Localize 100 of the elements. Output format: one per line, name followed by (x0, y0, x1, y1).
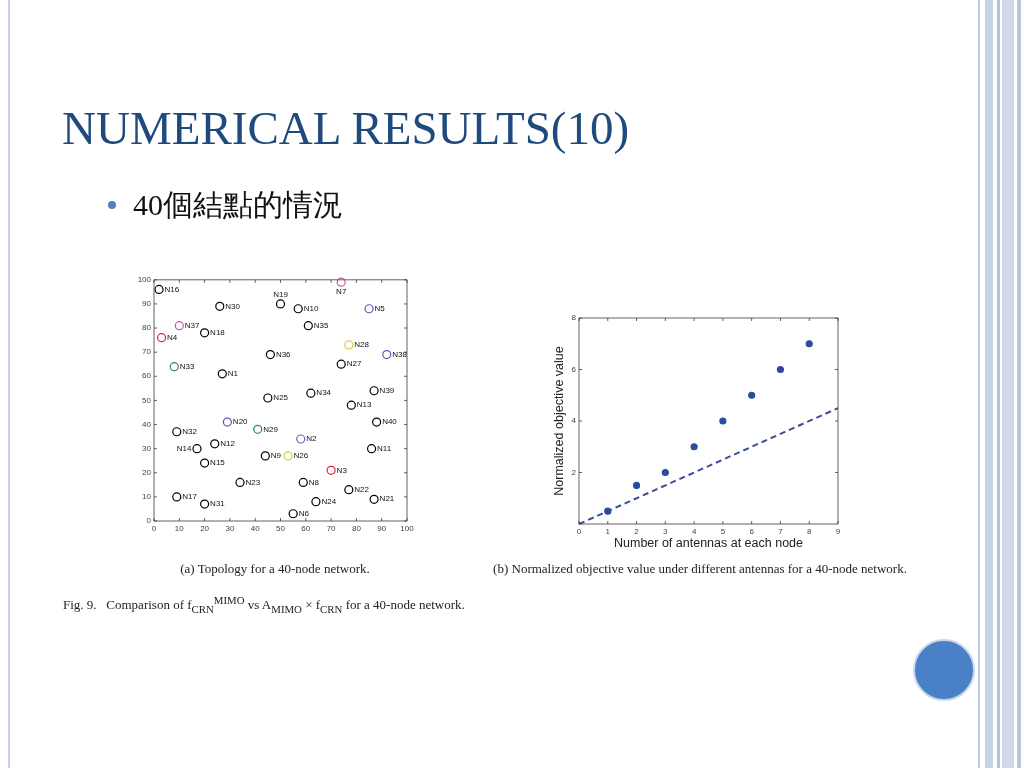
series-label: N18 (210, 328, 226, 338)
y-tick-label: 40 (142, 419, 152, 429)
point (298, 477, 308, 488)
point (303, 321, 313, 331)
point (210, 439, 220, 449)
series-label: N35 (313, 320, 330, 330)
y-tick-label: 80 (142, 323, 152, 333)
series-label: N8 (308, 477, 320, 487)
point (372, 417, 382, 427)
y-tick-label: 60 (142, 371, 152, 381)
x-tick-label: 8 (807, 527, 812, 536)
series-label: N21 (379, 494, 395, 504)
point (366, 444, 377, 454)
series-label: N28 (354, 340, 370, 350)
point (283, 451, 293, 461)
point (192, 444, 202, 454)
x-tick-label: 40 (250, 524, 261, 533)
series-label: N5 (374, 303, 386, 313)
point (346, 400, 356, 410)
series-label: N30 (225, 301, 241, 311)
point (776, 365, 785, 374)
point (288, 509, 298, 519)
point (805, 340, 813, 348)
point (263, 393, 273, 403)
y-tick-label: 10 (142, 492, 152, 502)
point (336, 359, 346, 369)
x-tick-label: 4 (691, 527, 697, 536)
y-tick-label: 50 (142, 395, 152, 405)
point (172, 492, 182, 502)
y-tick-label: 70 (142, 347, 152, 357)
x-tick-label: 10 (174, 524, 185, 533)
point (260, 451, 270, 461)
point (200, 499, 210, 509)
point (293, 304, 303, 314)
x-tick-label: 3 (663, 527, 669, 536)
x-tick-label: 6 (749, 527, 755, 536)
chart-title: NUMERICAL RESULTS(10) (62, 101, 630, 156)
point (200, 458, 210, 468)
series-label: N2 (306, 434, 318, 444)
point (344, 485, 354, 495)
point (217, 369, 227, 379)
series-label: N40 (382, 417, 398, 427)
point (690, 443, 698, 451)
point (344, 340, 354, 350)
point (604, 507, 612, 515)
point (235, 477, 245, 488)
series-label: N1 (227, 369, 239, 379)
series-label: N15 (210, 458, 226, 468)
point (296, 434, 306, 444)
y-axis-title: Normalized objective value (551, 346, 566, 496)
y-tick-label: 0 (146, 516, 152, 526)
x-tick-label: 7 (778, 527, 784, 536)
point (275, 299, 286, 309)
point (661, 468, 669, 477)
y-tick-label: 4 (571, 416, 577, 426)
y-tick-label: 30 (142, 443, 152, 453)
series-label: N11 (377, 443, 392, 453)
series-label: N7 (336, 286, 347, 296)
x-tick-label: 5 (720, 527, 726, 536)
point (253, 424, 263, 434)
series-label: N19 (273, 289, 289, 299)
series-label: N17 (182, 492, 198, 502)
y-tick-label: 8 (571, 313, 577, 323)
series-label: N38 (392, 349, 408, 359)
point (311, 497, 321, 507)
point (306, 388, 316, 398)
point (336, 277, 346, 287)
point (172, 427, 182, 437)
series-label: N4 (167, 332, 178, 342)
text: (a) Topology for a 40-node network. (179, 560, 371, 578)
x-tick-label: 90 (377, 524, 387, 533)
series-label: N9 (270, 451, 282, 461)
series-label: N36 (275, 349, 292, 359)
point (156, 333, 167, 343)
point (265, 349, 275, 360)
x-tick-label: 70 (326, 524, 337, 533)
point (719, 417, 727, 425)
series-label: N27 (346, 359, 362, 369)
y-tick-label: 2 (571, 467, 577, 477)
point (364, 304, 374, 314)
chart-subtitle: 40個結點的情況 (133, 187, 343, 223)
x-tick-label: 9 (835, 527, 841, 536)
point (215, 301, 225, 311)
series-label: N10 (303, 303, 319, 313)
series-label: N37 (184, 320, 201, 330)
x-axis-title: Number of antennas at each node (613, 535, 804, 550)
text: (b) Normalized objective value under different antennas for a 40-node network. (492, 560, 908, 578)
series-label: N31 (210, 499, 226, 509)
y-tick-label: 90 (142, 299, 152, 309)
series-label: N34 (316, 388, 332, 398)
point (174, 321, 184, 331)
series-label: N14 (176, 443, 193, 453)
caption: Fig. 9. Comparison of f$_{CRN}$$^{MIMO}$ vs A$_{MIMO}$ × f$_{CRN}$ for a 40-node network. (63, 593, 466, 617)
x-tick-label: 60 (301, 524, 311, 533)
series-label: N39 (379, 385, 395, 395)
point (169, 362, 179, 372)
series-label: N26 (293, 451, 309, 461)
series-label: N23 (245, 477, 261, 487)
point (632, 481, 641, 489)
series-label: N25 (273, 393, 289, 403)
